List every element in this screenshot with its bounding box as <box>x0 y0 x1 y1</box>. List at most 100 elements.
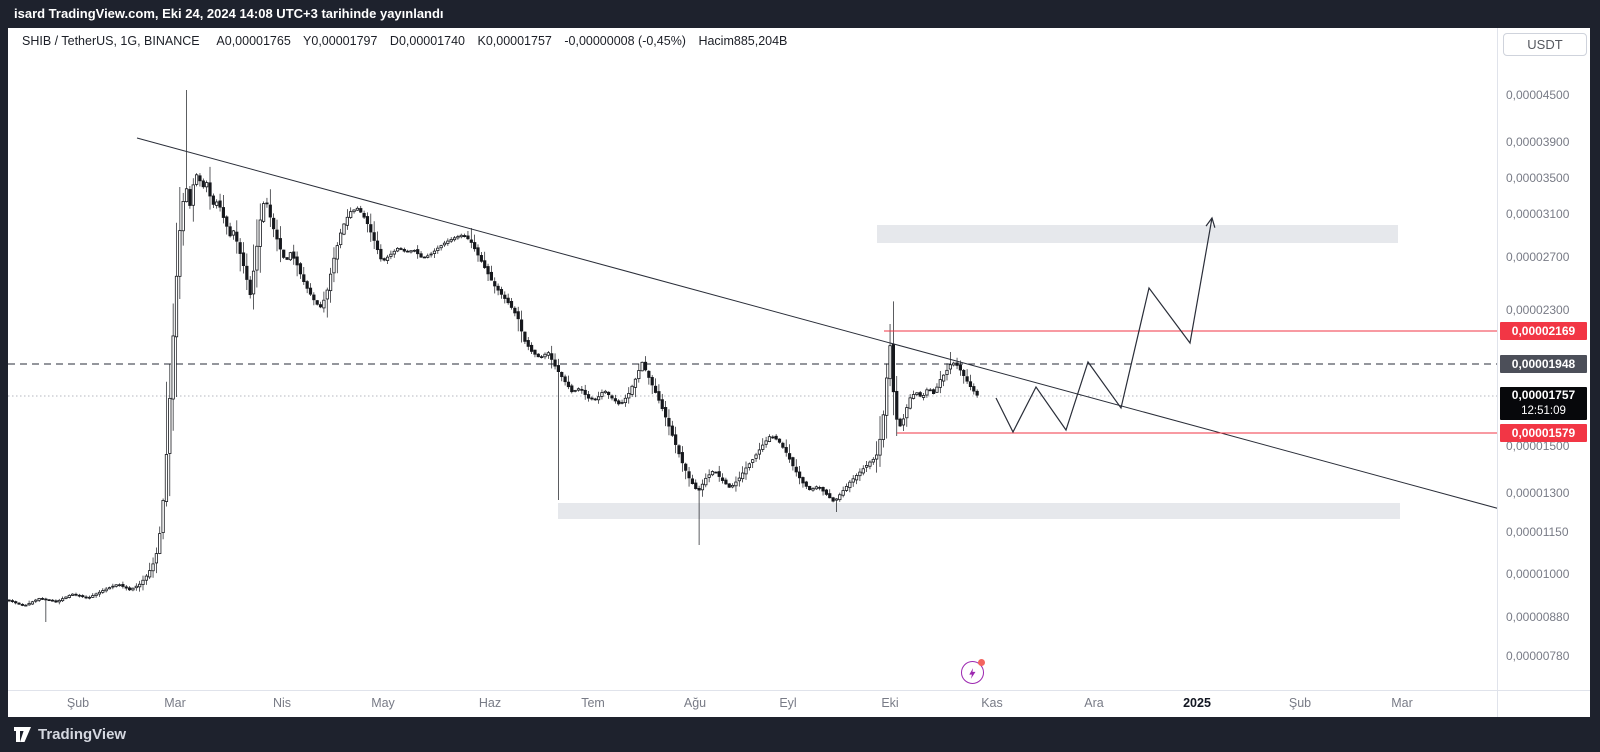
candle <box>617 400 621 405</box>
candle <box>17 602 21 605</box>
candle <box>245 265 249 280</box>
candle <box>275 229 279 240</box>
pivot-price-label[interactable]: 0,00001948 <box>1500 355 1587 373</box>
price-chart-plot[interactable] <box>8 28 1497 690</box>
candle <box>469 239 473 243</box>
candle <box>104 588 108 592</box>
candle <box>416 249 420 255</box>
lower-demand-zone[interactable] <box>558 503 1400 519</box>
candle <box>576 388 581 391</box>
candle <box>694 482 698 490</box>
candle <box>627 393 631 399</box>
candle <box>14 601 18 604</box>
candle <box>64 596 68 599</box>
countdown-timer: 12:51:09 <box>1521 405 1566 417</box>
candle <box>476 247 480 256</box>
candle <box>161 500 165 533</box>
events-button[interactable] <box>961 659 985 684</box>
last-price-value: 0,00001757 <box>1511 388 1576 402</box>
candle <box>911 394 916 399</box>
candle <box>828 493 832 499</box>
currency-toggle-button[interactable]: USDT <box>1503 33 1587 56</box>
candle <box>211 195 215 205</box>
candle <box>801 477 805 484</box>
symbol-info-row: SHIB / TetherUS, 1G, BINANCE A0,00001765… <box>22 34 796 50</box>
candle <box>184 188 189 203</box>
candle <box>633 378 638 388</box>
candle <box>255 245 259 271</box>
resistance-price-label[interactable]: 0,00002169 <box>1500 322 1587 340</box>
candle <box>503 294 507 299</box>
support-price-label[interactable]: 0,00001579 <box>1500 424 1587 442</box>
candle <box>395 247 400 252</box>
projected-path-drawing[interactable] <box>995 217 1213 434</box>
candle <box>151 563 155 572</box>
candle <box>44 598 48 601</box>
footer-brand-text[interactable]: TradingView <box>38 726 127 743</box>
candle <box>499 289 504 295</box>
candle <box>955 362 959 366</box>
candle <box>640 361 644 372</box>
candle <box>710 471 715 476</box>
candle <box>818 487 822 489</box>
candle <box>660 399 664 410</box>
candle <box>138 583 142 588</box>
candle <box>268 204 272 218</box>
candle <box>235 231 239 242</box>
time-axis-label: Şub <box>1288 696 1312 710</box>
candle <box>637 370 641 380</box>
price-axis-label: 0,00002300 <box>1506 303 1570 317</box>
candle <box>600 392 604 397</box>
candle <box>305 281 309 289</box>
candle <box>121 584 125 587</box>
candle <box>218 200 222 208</box>
candle <box>560 371 564 378</box>
candle <box>871 458 875 463</box>
candle <box>466 235 470 240</box>
candle <box>664 407 668 418</box>
candle <box>54 600 58 603</box>
ohlc-close: K0,00001757 <box>477 34 552 48</box>
candle <box>365 216 370 225</box>
time-axis-label: Ara <box>1084 696 1104 710</box>
candle <box>597 396 601 401</box>
candle <box>20 603 25 606</box>
upper-supply-zone[interactable] <box>877 225 1398 243</box>
candle <box>298 263 303 275</box>
candle <box>684 463 688 471</box>
volume-value: Hacim885,204B <box>698 34 788 48</box>
price-axis-label: 0,00000880 <box>1506 610 1570 624</box>
time-axis-label: Kas <box>981 696 1003 710</box>
ohlc-low: D0,00001740 <box>389 34 465 48</box>
candle <box>583 389 587 395</box>
candlestick-series <box>8 90 979 622</box>
candle <box>667 417 671 427</box>
candle <box>81 595 85 598</box>
last-price-label[interactable]: 0,00001757 12:51:09 <box>1500 387 1587 420</box>
candle <box>278 238 282 250</box>
candle <box>908 397 912 409</box>
descending-trendline[interactable] <box>136 137 1497 509</box>
candle <box>84 596 88 599</box>
footer-bar: TradingView <box>0 717 1600 752</box>
candle <box>798 471 802 479</box>
candle <box>546 352 550 356</box>
candle <box>891 343 896 393</box>
candle <box>372 232 376 241</box>
candle <box>30 601 35 605</box>
candle <box>375 240 380 251</box>
candle <box>221 207 225 218</box>
candle <box>117 584 122 587</box>
candle <box>312 294 316 301</box>
candle <box>530 344 534 352</box>
price-axis-label: 0,00001300 <box>1506 486 1570 500</box>
candle <box>563 376 567 383</box>
candle <box>10 600 14 603</box>
candle <box>231 230 236 236</box>
time-axis-label: Nis <box>272 696 292 710</box>
candle <box>808 485 812 491</box>
candle <box>888 345 892 380</box>
candle <box>526 340 530 347</box>
candle <box>586 394 591 399</box>
candle <box>369 224 373 233</box>
